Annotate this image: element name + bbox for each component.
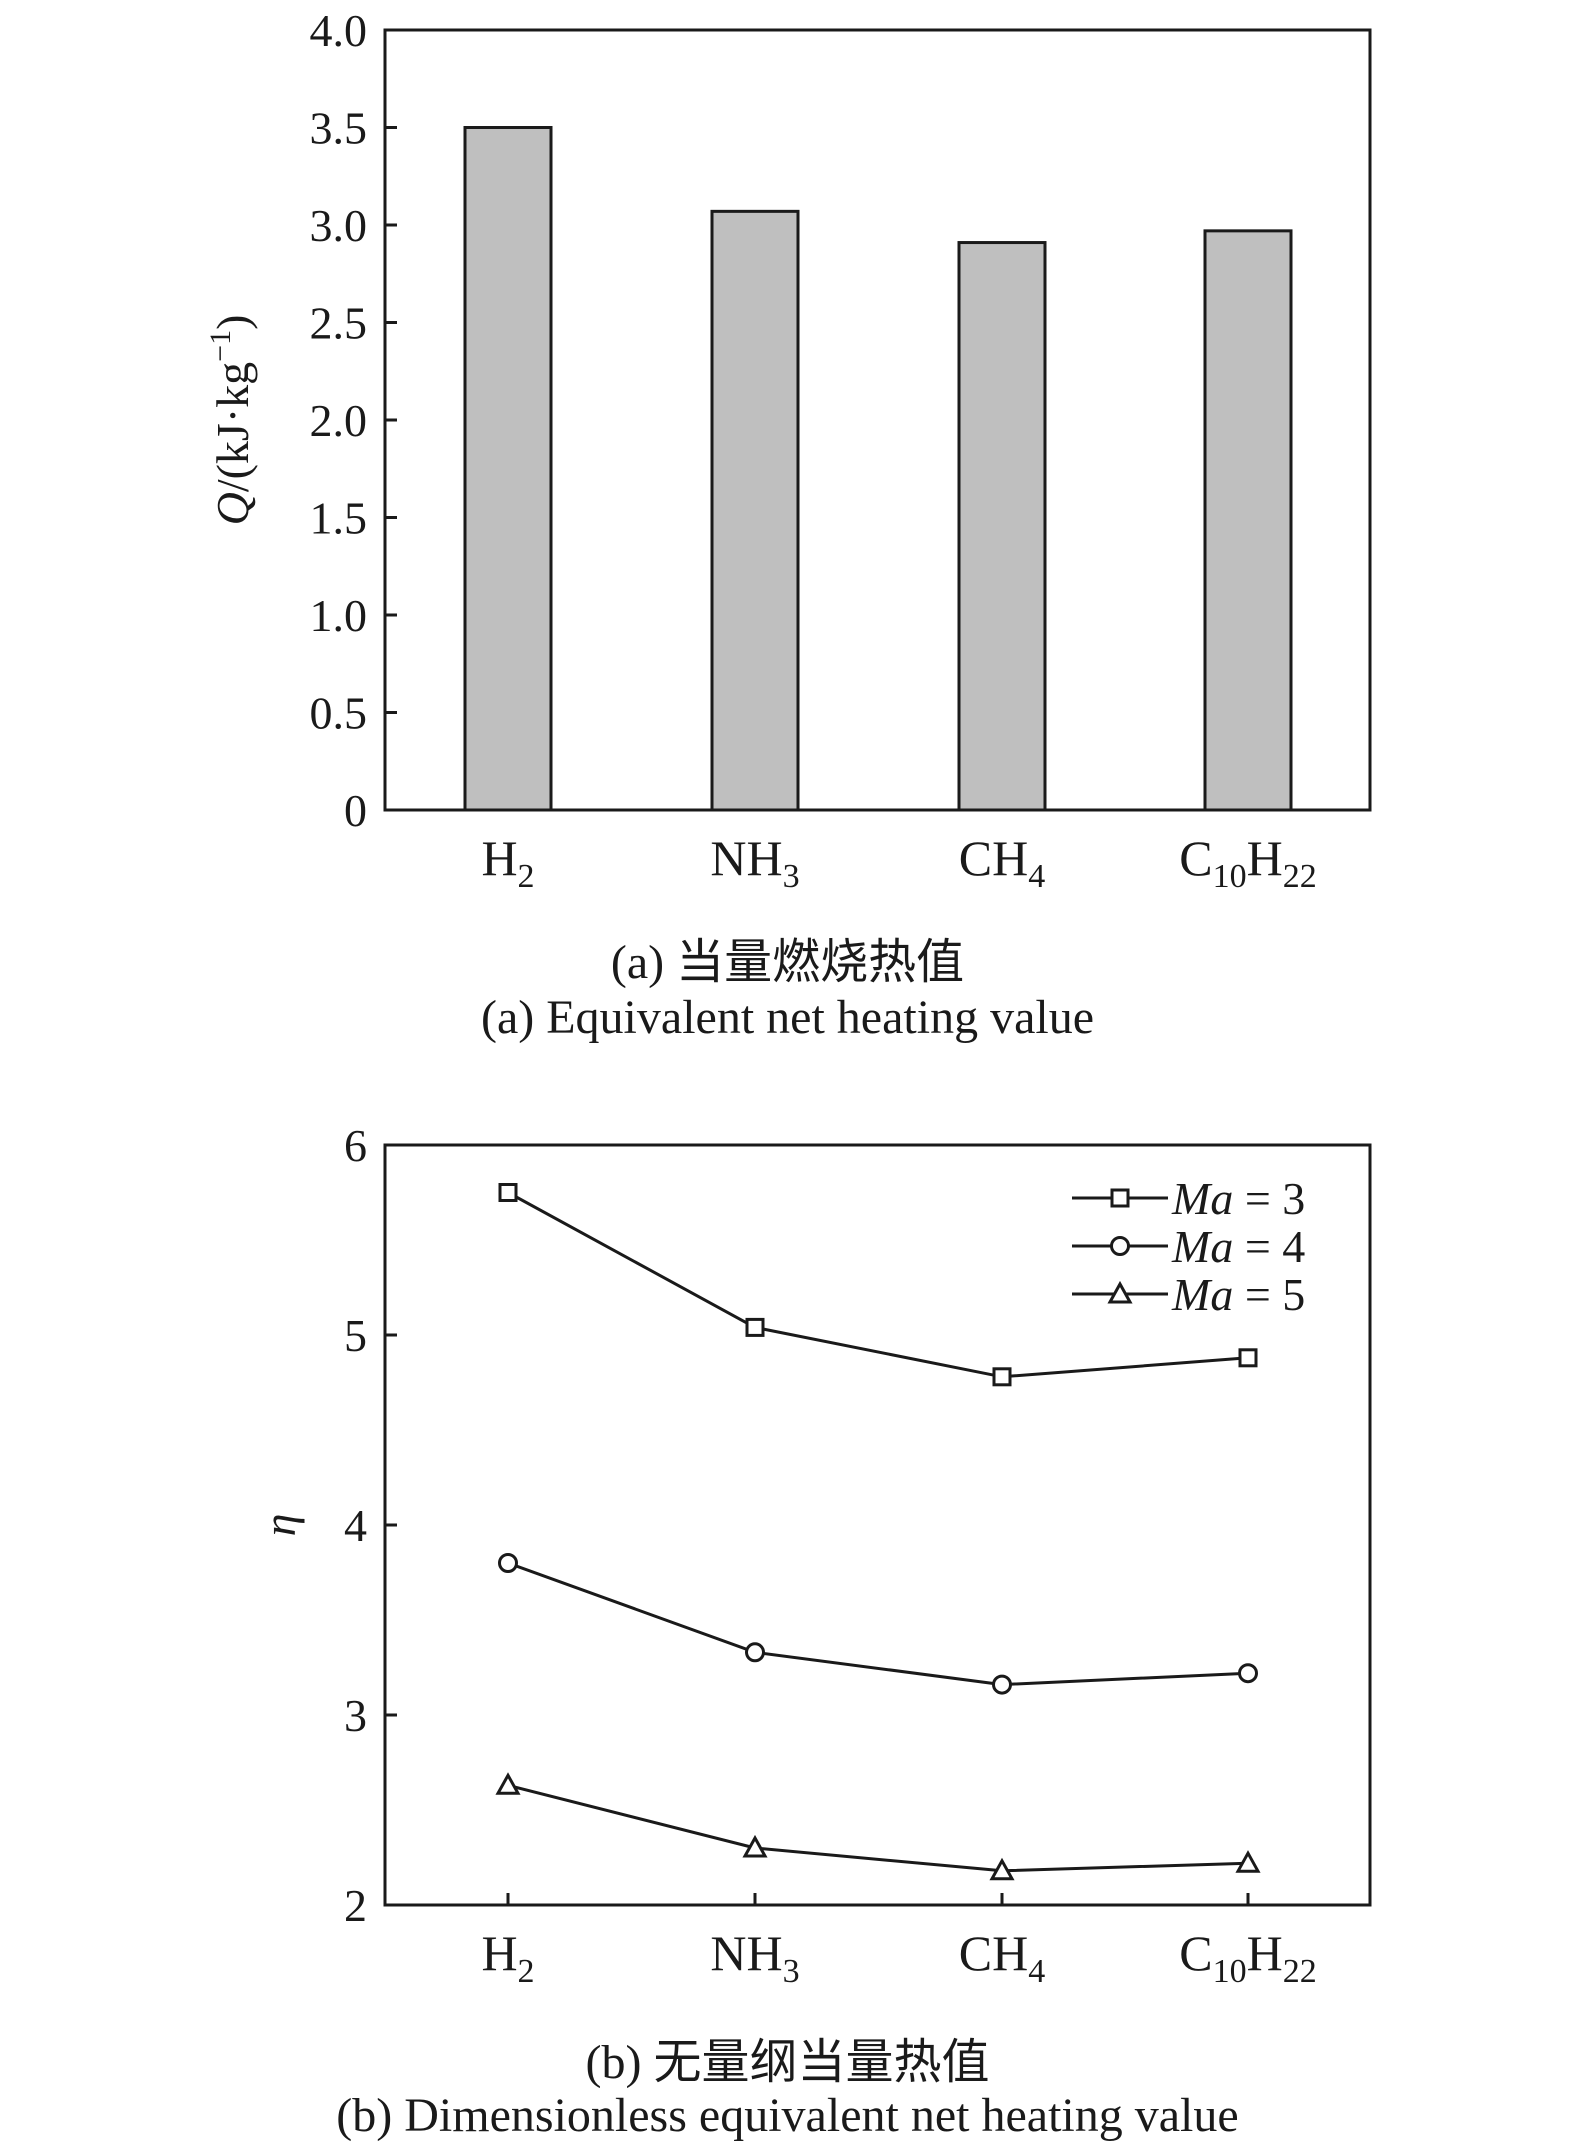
y-tick-label: 0.5 [310, 688, 368, 739]
y-axis: 2 3 4 5 6 [344, 1120, 397, 1931]
legend-label: Ma = 4 [1171, 1221, 1305, 1272]
x-tick-label: NH3 [710, 830, 799, 895]
legend-label: Ma = 3 [1171, 1173, 1305, 1224]
legend-item: Ma = 4 [1072, 1221, 1305, 1272]
bar-NH3 [710, 209, 800, 812]
y-tick-label: 3.5 [310, 103, 368, 154]
y-tick-label: 2.0 [310, 395, 368, 446]
y-tick-label: 2 [344, 1880, 367, 1931]
legend-marker [1110, 1188, 1130, 1208]
legend-item: Ma = 3 [1072, 1173, 1305, 1224]
y-axis: 0 0.5 1.0 1.5 2.0 2.5 3.0 3.5 4.0 [310, 5, 397, 836]
data-point [989, 1857, 1015, 1881]
y-tick-label: 5 [344, 1310, 367, 1361]
series-circle [498, 1553, 1258, 1695]
y-tick-label: 0 [344, 785, 367, 836]
legend-item: Ma = 5 [1072, 1269, 1305, 1320]
legend-marker [1110, 1236, 1130, 1256]
caption-a-cn: (a) 当量燃烧热值 [610, 936, 965, 989]
series-square [498, 1183, 1258, 1387]
x-axis: H2 NH3 CH4 C10H22 [481, 830, 1316, 895]
x-tick-label: NH3 [710, 1925, 799, 1990]
caption-b-cn: (b) 无量纲当量热值 [585, 2036, 990, 2089]
legend-marker [1107, 1280, 1133, 1304]
bar-C10H22 [1203, 229, 1293, 812]
caption-a-en: (a) Equivalent net heating value [480, 991, 1095, 1044]
x-axis: H2 NH3 CH4 C10H22 [481, 1893, 1317, 1990]
series-line [507, 1783, 1249, 1873]
series-lines [495, 1183, 1261, 1881]
data-point [1235, 1850, 1261, 1873]
y-tick-label: 4 [344, 1500, 367, 1551]
y-axis-title: η [254, 1514, 305, 1537]
y-axis-title: Q/(kJ·kg−1) [204, 315, 258, 526]
data-point [498, 1183, 518, 1202]
legend-label: Ma = 5 [1171, 1269, 1305, 1320]
x-tick-label: CH4 [959, 830, 1045, 895]
y-tick-label: 1.5 [310, 493, 368, 544]
y-tick-label: 1.0 [310, 590, 368, 641]
bar-H2 [463, 126, 553, 812]
data-point [495, 1772, 521, 1795]
series-triangle [495, 1772, 1261, 1881]
y-tick-label: 3.0 [310, 200, 368, 251]
legend: Ma = 3Ma = 4Ma = 5 [1072, 1173, 1305, 1320]
x-tick-label: H2 [481, 830, 534, 895]
data-point [992, 1674, 1012, 1695]
y-tick-label: 3 [344, 1690, 367, 1741]
series-line [507, 1561, 1249, 1687]
data-point [1238, 1348, 1258, 1368]
bars [463, 126, 1293, 812]
data-point [498, 1553, 518, 1573]
data-point [742, 1834, 768, 1858]
x-tick-label: CH4 [959, 1925, 1045, 1990]
caption-b-en: (b) Dimensionless equivalent net heating… [336, 2089, 1239, 2142]
x-tick-label: C10H22 [1179, 830, 1316, 895]
x-tick-label: C10H22 [1179, 1925, 1316, 1990]
data-point [745, 1642, 765, 1663]
y-tick-label: 2.5 [310, 298, 368, 349]
data-point [992, 1367, 1012, 1387]
series-line [507, 1191, 1249, 1379]
bar-CH4 [957, 241, 1047, 812]
y-tick-label: 4.0 [310, 5, 368, 56]
line-chart: 2 3 4 5 6 H2 NH3 CH4 C10H22 η Ma = 3Ma = 4Ma = … [254, 1120, 1372, 1990]
y-tick-label: 6 [344, 1120, 367, 1171]
bar-chart: 0 0.5 1.0 1.5 2.0 2.5 3.0 3.5 4.0 H2 NH3 CH4 C10H22… [204, 5, 1372, 895]
x-tick-label: H2 [481, 1925, 534, 1990]
data-point [745, 1317, 765, 1337]
data-point [1238, 1663, 1258, 1684]
